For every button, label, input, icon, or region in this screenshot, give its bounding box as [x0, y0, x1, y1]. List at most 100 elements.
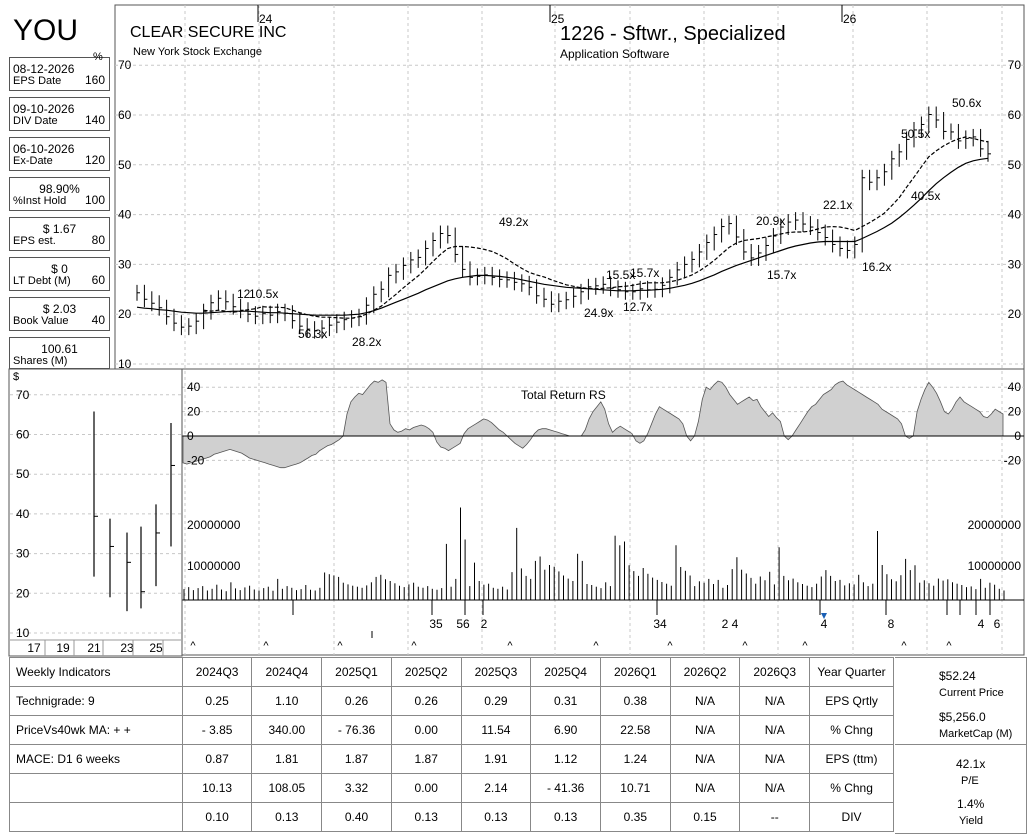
pct-tick: 120 [84, 153, 105, 167]
q-tick-label: 70 [16, 388, 30, 402]
industry-subtitle: Application Software [560, 47, 670, 61]
exchange-name: New York Stock Exchange [133, 46, 263, 58]
pe-label: 10.5x [249, 287, 278, 301]
table-cell: N/A [739, 715, 811, 745]
q-xtick-label: 21 [87, 641, 101, 655]
table-cell: 108.05 [251, 773, 323, 803]
pe-label: 50.6x [952, 96, 981, 110]
row-label: Technigrade: 9 [9, 686, 183, 716]
table-cell: 1.12 [530, 744, 601, 774]
eps-date-value: 08-12-2026 [13, 62, 75, 76]
table-cell: 0.00 [390, 715, 462, 745]
ex-date-box: 06-10-2026 Ex-Date [9, 137, 110, 171]
q-xtick-label: 19 [56, 641, 70, 655]
year-label: 25 [551, 12, 565, 26]
header-cell: Year Quarter [809, 657, 894, 687]
pe-label: 15.7x [630, 266, 659, 280]
ticker-symbol: YOU [13, 14, 79, 47]
pe-label: 40.5x [911, 189, 940, 203]
table-cell: 0.13 [460, 802, 532, 832]
metric-label: % Chng [809, 715, 894, 745]
pe-label: 15.7x [767, 268, 796, 282]
header-cell: 2025Q4 [530, 657, 601, 687]
table-cell: 1.91 [460, 744, 532, 774]
table-cell: N/A [669, 773, 741, 803]
ex-date-label: Ex-Date [13, 155, 53, 167]
table-cell: N/A [739, 686, 811, 716]
table-cell: N/A [739, 773, 811, 803]
rs-title: Total Return RS [521, 388, 606, 402]
q-tick-label: 30 [16, 547, 30, 561]
metric-label: EPS (ttm) [809, 744, 894, 774]
event-flag: 6 [994, 617, 1001, 631]
caret-marker: ^ [507, 640, 513, 652]
row-label: MACE: D1 6 weeks [9, 744, 183, 774]
eps-est-box: $ 1.67 EPS est. [9, 217, 110, 251]
table-cell: 1.87 [321, 744, 392, 774]
ma40-line [136, 157, 989, 316]
volume-tick-right: 20000000 [968, 518, 1022, 532]
pct-unit: % [93, 51, 103, 63]
table-cell: - 41.36 [530, 773, 601, 803]
rs-tick-right: -20 [1004, 453, 1022, 467]
table-cell: 0.13 [390, 802, 462, 832]
div-date-label: DIV Date [13, 115, 58, 127]
table-cell: N/A [669, 686, 741, 716]
rs-area [182, 379, 1004, 469]
q-tick-label: 50 [16, 467, 30, 481]
price-tick-right: 20 [1008, 307, 1022, 321]
price-tick-right: 40 [1008, 208, 1022, 222]
table-row: PriceVs40wk MA: + + - 3.85 340.00 - 76.3… [9, 715, 894, 745]
book-value-value: $ 2.03 [42, 302, 77, 316]
q-xtick-label: 17 [27, 641, 41, 655]
q-tick-label: 10 [16, 626, 30, 640]
table-cell: 10.13 [181, 773, 253, 803]
table-cell: 3.32 [321, 773, 392, 803]
q-axis-unit: $ [13, 371, 19, 383]
event-flag: 35 [429, 617, 443, 631]
table-cell: 0.40 [321, 802, 392, 832]
shares-label: Shares (M) [13, 355, 68, 367]
table-cell: 0.35 [599, 802, 671, 832]
pe-label: 20.9x [756, 214, 785, 228]
rs-tick-left: 40 [187, 380, 201, 394]
event-flag: 34 [653, 617, 667, 631]
pct-tick: 160 [84, 73, 105, 87]
table-cell: 2.14 [460, 773, 532, 803]
price-tick-left: 10 [118, 357, 132, 371]
caret-marker: ^ [337, 640, 343, 652]
volume-tick-right: 10000000 [968, 559, 1022, 573]
price-tick-left: 30 [118, 257, 132, 271]
lt-debt-label: LT Debt (M) [13, 275, 71, 287]
table-row: 0.10 0.13 0.40 0.13 0.13 0.13 0.35 0.15 … [9, 802, 894, 832]
rs-tick-left: 0 [187, 429, 194, 443]
market-cap-label: MarketCap (M) [939, 728, 1013, 740]
table-cell: 0.26 [390, 686, 462, 716]
table-cell: 0.10 [181, 802, 253, 832]
lt-debt-box: $ 0 LT Debt (M) [9, 257, 110, 291]
event-flag: 4 [821, 617, 828, 631]
quarterly-panel [8, 368, 183, 657]
q-xtick-label: 23 [120, 641, 134, 655]
pe-label: P/E [961, 775, 979, 787]
inst-hold-value: 98.90% [39, 182, 80, 196]
rs-tick-right: 40 [1008, 380, 1022, 394]
yield-label: Yield [959, 815, 984, 827]
pe-label: 12 [237, 287, 251, 301]
rs-tick-left: -20 [187, 453, 205, 467]
caret-marker: ^ [667, 640, 673, 652]
price-tick-right: 30 [1008, 257, 1022, 271]
row-label [9, 773, 183, 803]
table-cell: 0.13 [530, 802, 601, 832]
event-flag: 2 [481, 617, 488, 631]
caret-marker: ^ [593, 640, 599, 652]
header-cell: 2025Q2 [390, 657, 462, 687]
table-cell: 340.00 [251, 715, 323, 745]
pe-value: 42.1x [956, 757, 986, 771]
pct-tick: 40 [91, 313, 105, 327]
header-cell: 2025Q1 [321, 657, 392, 687]
rs-tick-right: 20 [1008, 405, 1022, 419]
company-name: CLEAR SECURE INC [130, 24, 287, 41]
volume-tick-left: 10000000 [187, 559, 241, 573]
